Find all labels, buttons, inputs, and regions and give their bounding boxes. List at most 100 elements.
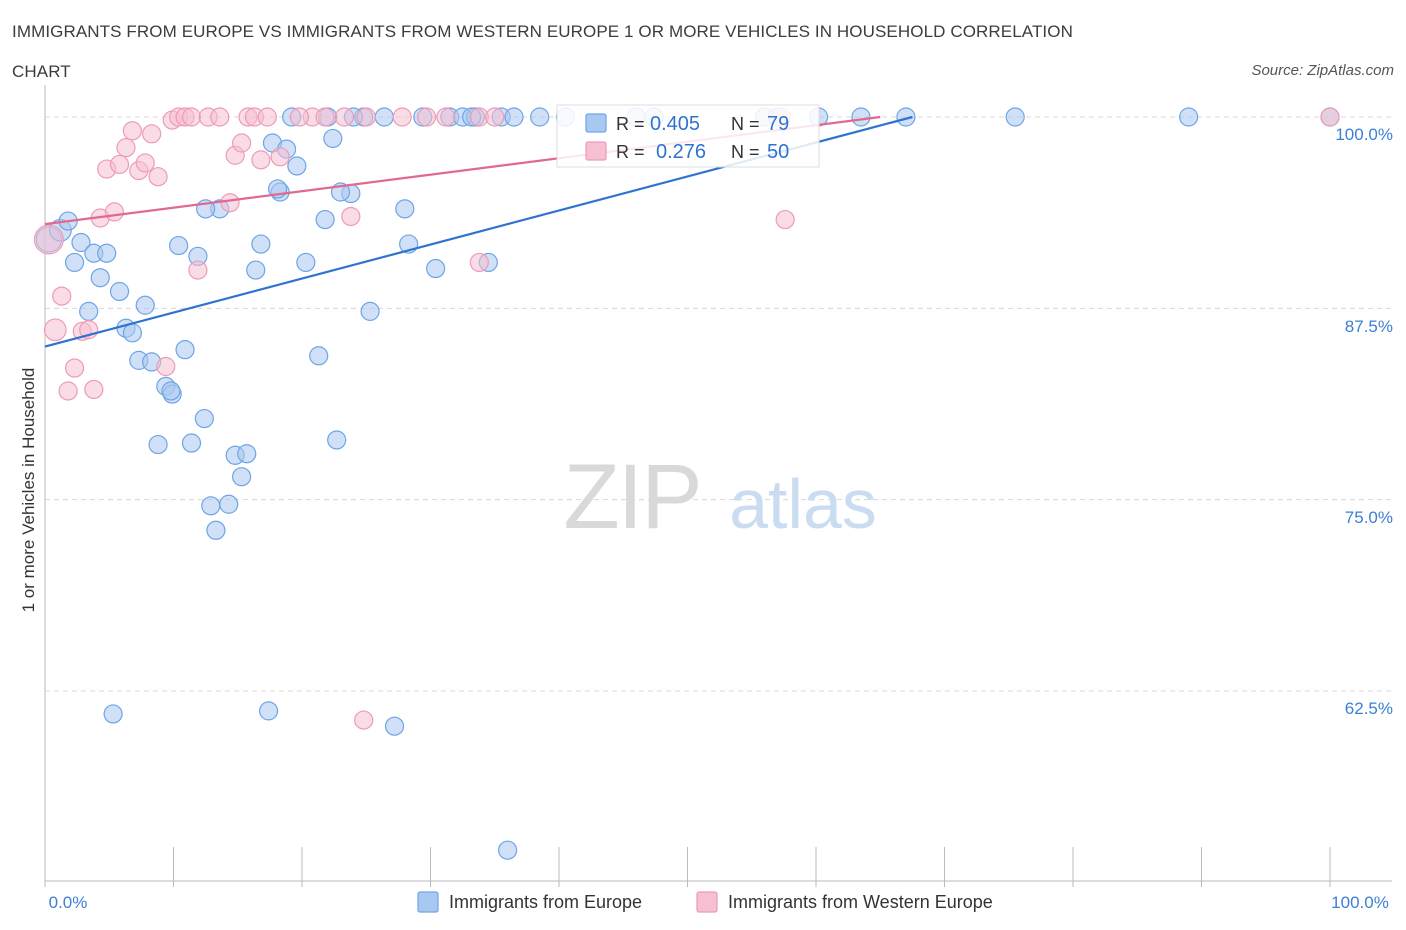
point-series-1-36 bbox=[334, 107, 355, 127]
point-series-0-57 bbox=[504, 107, 524, 127]
point-series-1-15 bbox=[135, 153, 155, 173]
point-series-1-1 bbox=[43, 318, 67, 342]
point-series-0-20 bbox=[181, 433, 202, 453]
point-series-1-25 bbox=[210, 107, 230, 127]
point-series-1-3 bbox=[58, 381, 78, 401]
point-series-0-43 bbox=[327, 430, 347, 450]
point-series-0-46 bbox=[360, 301, 380, 321]
point-series-0-74 bbox=[395, 199, 415, 219]
point-series-0-42 bbox=[323, 128, 343, 149]
point-series-0-26 bbox=[219, 494, 239, 514]
stats-r-label-western-europe: R = bbox=[616, 142, 645, 162]
legend-swatch-western-europe bbox=[696, 891, 718, 913]
point-series-0-38 bbox=[296, 252, 316, 273]
point-series-0-65 bbox=[896, 107, 916, 127]
point-series-0-24 bbox=[206, 520, 226, 540]
point-series-1-40 bbox=[417, 107, 437, 127]
legend-label-europe: Immigrants from Europe bbox=[449, 892, 642, 912]
points-layer bbox=[33, 107, 1340, 860]
point-series-0-37 bbox=[287, 156, 307, 176]
point-series-0-67 bbox=[1179, 107, 1199, 127]
stats-n-label-europe: N = bbox=[731, 114, 760, 134]
stats-r-label-europe: R = bbox=[616, 114, 645, 134]
point-series-0-69 bbox=[103, 704, 123, 724]
watermark: ZIP atlas bbox=[563, 446, 877, 548]
point-series-0-4 bbox=[71, 232, 91, 253]
point-series-0-13 bbox=[135, 295, 155, 315]
point-series-1-43 bbox=[485, 107, 505, 127]
point-series-1-26 bbox=[220, 193, 240, 213]
point-series-0-29 bbox=[237, 444, 257, 464]
point-series-1-47 bbox=[775, 209, 795, 230]
stats-n-value-europe: 79 bbox=[767, 113, 789, 135]
watermark-zip: ZIP bbox=[563, 446, 700, 548]
point-series-1-13 bbox=[122, 121, 142, 141]
point-series-0-31 bbox=[251, 234, 271, 254]
point-series-1-16 bbox=[142, 124, 162, 144]
point-series-1-12 bbox=[116, 138, 136, 158]
point-series-0-47 bbox=[374, 107, 394, 127]
point-series-0-58 bbox=[530, 107, 550, 127]
point-series-1-2 bbox=[52, 286, 72, 306]
point-series-0-5 bbox=[79, 301, 99, 321]
point-series-1-32 bbox=[257, 107, 277, 127]
point-series-0-48 bbox=[384, 716, 405, 736]
point-series-0-11 bbox=[122, 323, 142, 343]
point-series-0-19 bbox=[175, 340, 195, 360]
point-series-0-15 bbox=[148, 434, 168, 455]
y-tick-label-100: 100.0% bbox=[1335, 125, 1393, 144]
y-axis-label: 1 or more Vehicles in Household bbox=[19, 368, 38, 613]
stats-swatch-europe bbox=[585, 113, 607, 133]
stats-n-label-western-europe: N = bbox=[731, 142, 760, 162]
point-series-1-31 bbox=[251, 150, 271, 170]
point-series-0-40 bbox=[315, 209, 335, 230]
watermark-atlas: atlas bbox=[729, 465, 877, 543]
point-series-0-9 bbox=[109, 281, 130, 302]
point-series-0-39 bbox=[309, 346, 329, 366]
point-series-1-41 bbox=[436, 107, 456, 127]
stats-swatch-western-europe bbox=[585, 141, 607, 161]
point-series-1-44 bbox=[469, 252, 489, 273]
point-series-1-18 bbox=[156, 356, 176, 377]
stats-n-value-western-europe: 50 bbox=[767, 141, 789, 163]
chart-title-line-2: CHART bbox=[12, 62, 71, 81]
series-legend: Immigrants from Europe Immigrants from W… bbox=[417, 891, 993, 913]
y-tick-label-62-5: 62.5% bbox=[1345, 699, 1393, 718]
chart-title-line-1: IMMIGRANTS FROM EUROPE VS IMMIGRANTS FRO… bbox=[12, 22, 1073, 41]
stats-r-value-western-europe: 0.276 bbox=[656, 141, 706, 163]
point-series-1-48 bbox=[1320, 107, 1340, 127]
x-tick-label-0: 0.0% bbox=[49, 893, 88, 912]
stats-legend: R = 0.405 N = 79 R = 0.276 N = 50 bbox=[556, 104, 820, 168]
point-series-0-3 bbox=[64, 252, 85, 273]
point-series-0-64 bbox=[851, 107, 871, 127]
point-series-1-22 bbox=[181, 107, 202, 127]
point-series-1-7 bbox=[84, 379, 104, 400]
legend-swatch-europe bbox=[417, 891, 439, 913]
point-series-1-28 bbox=[232, 133, 252, 153]
grid-layer bbox=[44, 85, 1392, 887]
point-series-1-17 bbox=[148, 167, 168, 187]
legend-label-western-europe: Immigrants from Western Europe bbox=[728, 892, 993, 912]
point-series-0-22 bbox=[194, 408, 214, 429]
point-series-0-28 bbox=[232, 467, 252, 487]
source-label: Source: ZipAtlas.com bbox=[1251, 62, 1394, 79]
point-series-0-30 bbox=[246, 260, 266, 280]
point-series-1-38 bbox=[356, 107, 376, 127]
point-series-0-51 bbox=[426, 258, 446, 279]
point-series-1-35 bbox=[315, 107, 335, 127]
point-series-1-11 bbox=[109, 154, 130, 175]
point-series-1-10 bbox=[104, 202, 124, 222]
point-series-0-32 bbox=[258, 701, 279, 721]
point-series-1-37 bbox=[341, 206, 361, 227]
y-tick-label-75: 75.0% bbox=[1345, 508, 1393, 527]
x-tick-label-100: 100.0% bbox=[1331, 893, 1389, 912]
stats-r-value-europe: 0.405 bbox=[650, 113, 700, 135]
point-series-1-39 bbox=[392, 107, 412, 127]
point-series-1-4 bbox=[64, 358, 85, 378]
point-series-1-49 bbox=[289, 107, 310, 127]
point-series-1-33 bbox=[270, 147, 290, 167]
point-series-0-8 bbox=[97, 243, 117, 263]
point-series-1-45 bbox=[354, 710, 374, 730]
point-series-1-0 bbox=[33, 224, 64, 255]
